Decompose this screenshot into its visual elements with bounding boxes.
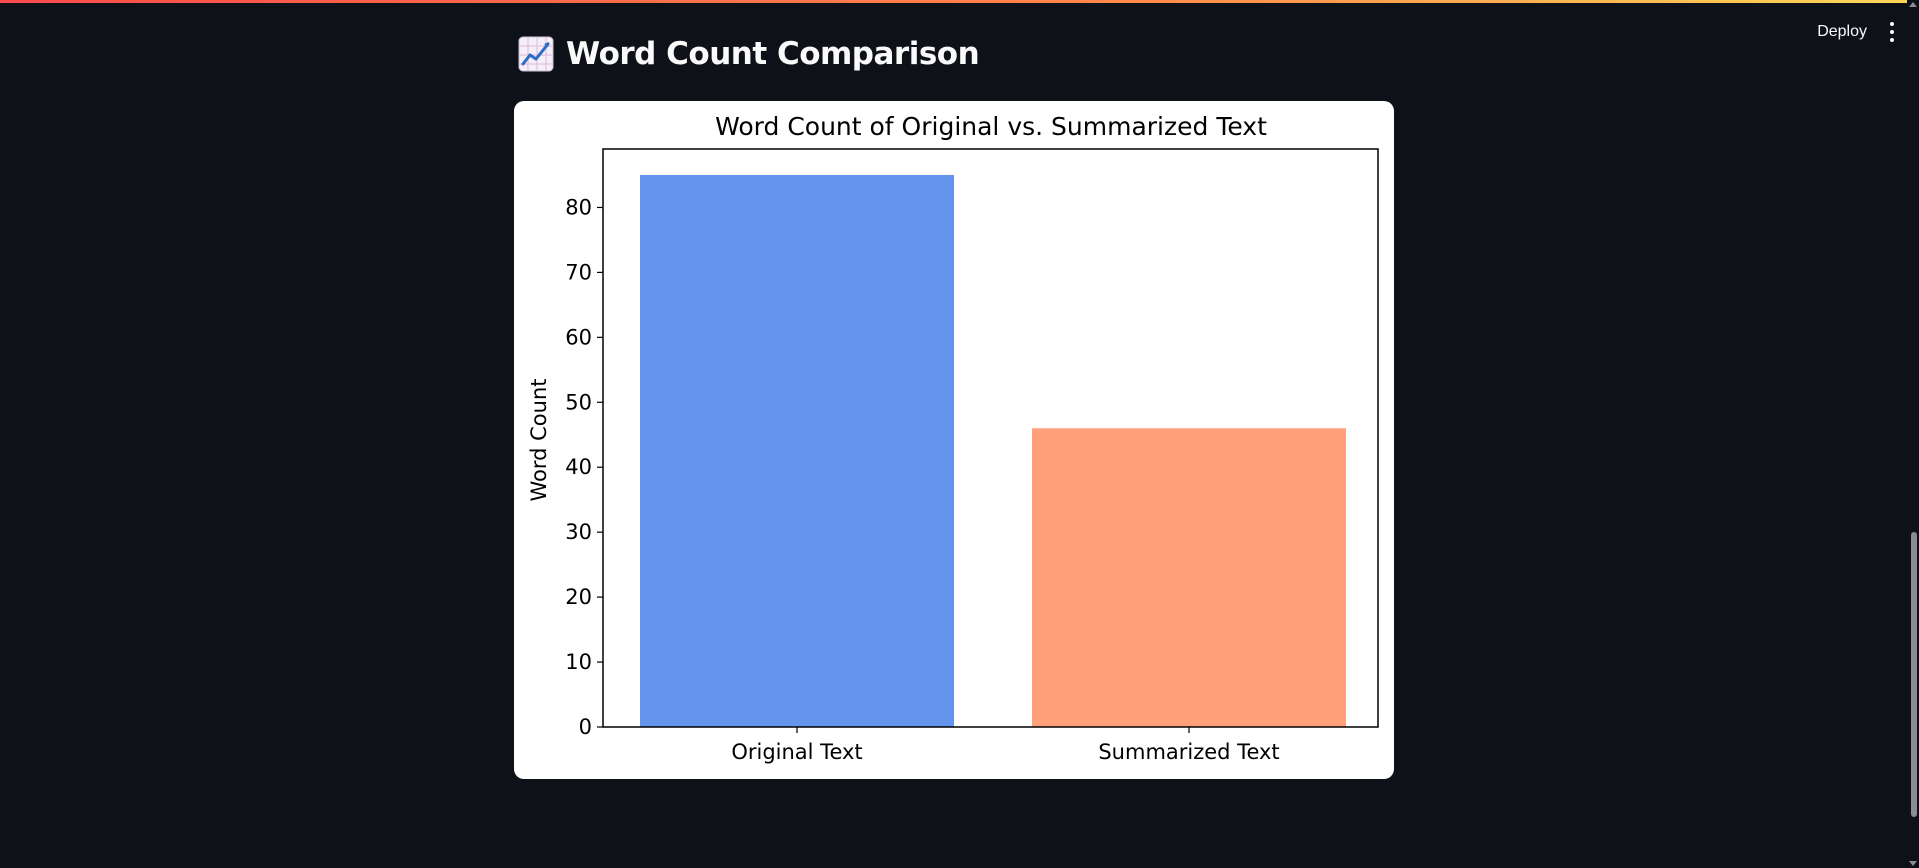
- y-tick-label: 0: [579, 715, 592, 739]
- chart-increasing-icon: [518, 36, 554, 72]
- plot-frame: [602, 148, 1379, 728]
- scrollbar[interactable]: [1907, 0, 1919, 868]
- header-toolbar: Deploy: [1817, 22, 1895, 42]
- top-accent-bar: [0, 0, 1919, 3]
- y-tick-label: 60: [565, 325, 592, 349]
- more-options-icon[interactable]: [1889, 22, 1895, 42]
- bar-original-text: [640, 174, 954, 727]
- chart-card: Word Count of Original vs. Summarized Te…: [514, 101, 1394, 779]
- scroll-up-icon[interactable]: [1909, 2, 1917, 7]
- x-tick-label: Original Text: [731, 740, 862, 764]
- bar-summarized-text: [1032, 428, 1346, 727]
- plot-area: Original Text Summarized Text 0 10 20 30 40 50 6…: [565, 148, 1379, 764]
- deploy-button[interactable]: Deploy: [1817, 23, 1867, 40]
- x-tick-label: Summarized Text: [1098, 740, 1279, 764]
- scroll-down-icon[interactable]: [1909, 861, 1917, 866]
- y-tick-label: 10: [565, 650, 592, 674]
- y-tick-label: 70: [565, 260, 592, 284]
- y-axis-label: Word Count: [527, 378, 551, 501]
- y-tick-label: 50: [565, 390, 592, 414]
- y-tick-label: 40: [565, 455, 592, 479]
- page-title-text: Word Count Comparison: [566, 36, 980, 72]
- y-tick-label: 80: [565, 195, 592, 219]
- chart-title: Word Count of Original vs. Summarized Te…: [715, 112, 1267, 141]
- page-title: Word Count Comparison: [518, 36, 980, 72]
- scrollbar-thumb[interactable]: [1911, 532, 1917, 817]
- bar-chart: Word Count of Original vs. Summarized Te…: [527, 112, 1379, 764]
- y-tick-label: 30: [565, 520, 592, 544]
- y-tick-label: 20: [565, 585, 592, 609]
